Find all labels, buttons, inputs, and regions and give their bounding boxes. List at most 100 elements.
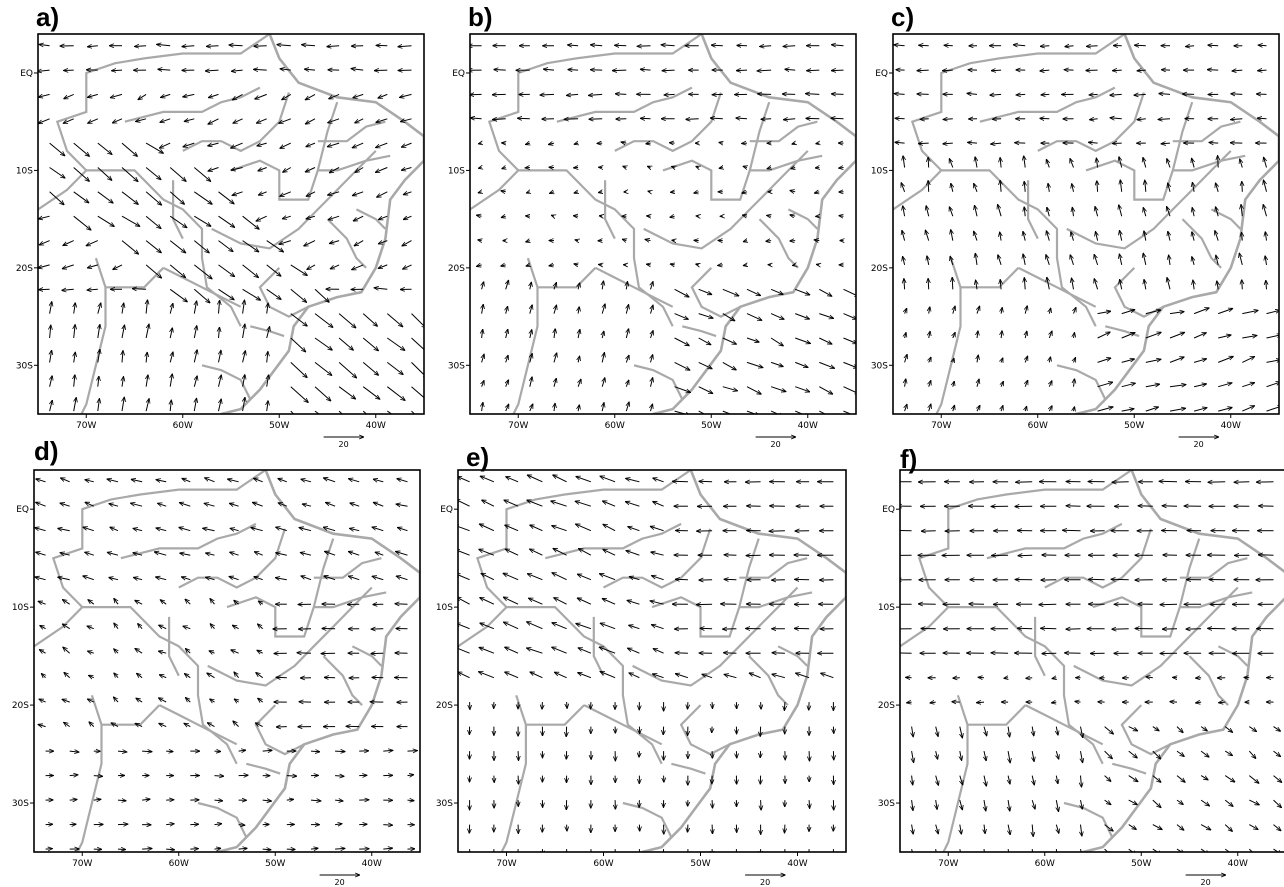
wind-vector [375, 168, 387, 173]
country-border [584, 705, 662, 744]
wind-vector [170, 168, 186, 182]
wind-vector [305, 119, 315, 124]
wind-vector [1242, 383, 1254, 387]
wind-vector [626, 329, 628, 338]
wind-vector [653, 649, 663, 654]
wind-vector [230, 503, 239, 506]
wind-vector [374, 288, 387, 290]
wind-vector [832, 45, 844, 46]
wind-vector [1264, 157, 1267, 167]
wind-vector [943, 143, 953, 144]
wind-vector [1074, 358, 1076, 363]
wind-vector [505, 549, 518, 555]
wind-vector [929, 331, 930, 338]
wind-vector [194, 398, 196, 411]
wind-vector [554, 353, 557, 363]
wind-vector [1160, 604, 1177, 605]
wind-vector [699, 387, 713, 394]
wind-vector [1193, 280, 1194, 289]
lat-tick-label: 20S [448, 264, 465, 274]
lat-tick-label: 10S [878, 603, 895, 613]
wind-vector [1258, 45, 1266, 46]
wind-vector [543, 69, 554, 70]
wind-vector [98, 192, 113, 203]
wind-vector [194, 376, 197, 387]
wind-vector [109, 578, 118, 580]
wind-vector [229, 45, 243, 46]
wind-vector [1208, 482, 1225, 483]
wind-vector [1040, 46, 1049, 47]
wind-vector [70, 751, 79, 752]
wind-vector [1026, 678, 1032, 679]
wind-vector [138, 94, 146, 99]
wind-vector [651, 404, 653, 411]
wind-vector [576, 477, 591, 482]
wind-vector [723, 289, 739, 296]
wind-vector [1048, 183, 1049, 191]
wind-vector [626, 502, 640, 507]
wind-vector [207, 723, 214, 727]
wind-vector [267, 241, 284, 252]
wind-vector [87, 265, 97, 268]
wind-vector [1074, 407, 1075, 411]
wind-vector [280, 192, 291, 197]
wind-vector [170, 241, 185, 253]
wind-vector [122, 325, 125, 338]
wind-vector [257, 143, 267, 146]
wind-vector [478, 240, 482, 241]
wind-vector [182, 577, 191, 580]
wind-vector [339, 387, 355, 399]
wind-vector [723, 387, 738, 391]
country-border [328, 219, 367, 268]
wind-vector [629, 625, 640, 629]
lat-tick-label: EQ [882, 505, 895, 515]
wind-vector [930, 702, 936, 703]
wind-vector [1231, 94, 1243, 95]
wind-vector [568, 70, 578, 71]
wind-vector [936, 825, 939, 834]
wind-vector [907, 702, 912, 703]
wind-vector [50, 143, 65, 156]
wind-vector [1219, 702, 1226, 703]
wind-vector [1192, 158, 1195, 167]
wind-vector [552, 526, 567, 531]
wind-vector [109, 504, 118, 507]
lat-tick-label: 20S [436, 701, 453, 711]
wind-vector [479, 524, 494, 531]
wind-vector [251, 528, 263, 531]
wind-vector [1056, 849, 1058, 860]
country-border [750, 156, 822, 171]
wind-vector [98, 325, 100, 339]
wind-vector [477, 265, 482, 267]
wind-vector [991, 143, 1001, 144]
wind-vector [36, 502, 46, 506]
lat-tick-label: EQ [16, 505, 29, 515]
wind-vector [1056, 825, 1059, 834]
wind-vector [204, 503, 214, 506]
wind-vector [94, 799, 101, 800]
wind-vector [578, 673, 591, 678]
wind-vector [299, 528, 311, 531]
wind-vector [135, 46, 147, 47]
wind-vector [696, 166, 699, 167]
wind-vector [1000, 280, 1001, 290]
wind-vector [790, 215, 795, 216]
wind-vector [1094, 255, 1097, 265]
wind-vector [398, 46, 412, 47]
wind-vector [300, 553, 311, 556]
wind-vector [160, 600, 166, 604]
wind-vector [1049, 331, 1052, 338]
wind-vector [1024, 278, 1025, 290]
wind-vector [315, 314, 333, 328]
wind-vector [243, 289, 261, 300]
wind-vector [62, 699, 70, 702]
lat-tick-label: 20S [16, 264, 33, 274]
wind-vector [154, 552, 166, 555]
wind-vector [70, 800, 77, 801]
wind-vector [339, 314, 356, 328]
wind-vector [122, 143, 137, 156]
wind-vector [902, 230, 905, 240]
wind-vector [1098, 407, 1113, 411]
country-border [159, 705, 236, 744]
coastline [410, 392, 847, 862]
